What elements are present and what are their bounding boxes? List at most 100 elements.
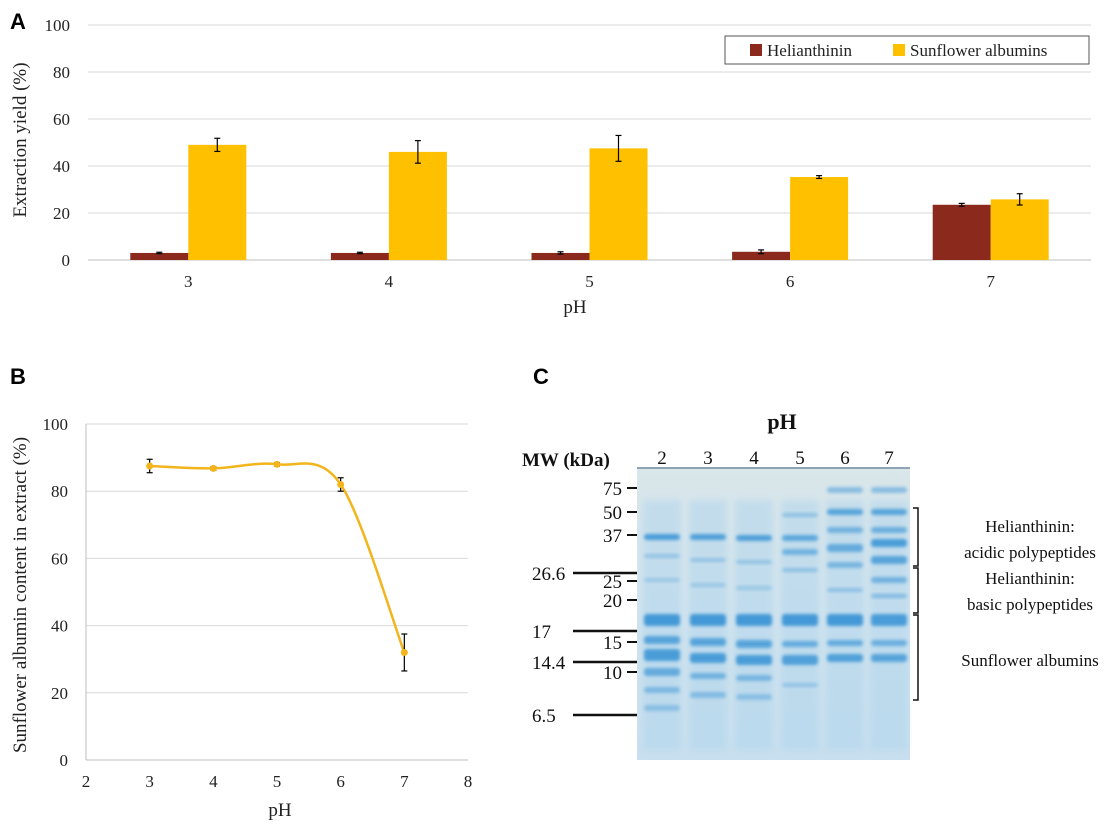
data-point	[400, 648, 408, 656]
gel-band	[690, 673, 726, 679]
series-line	[149, 462, 406, 653]
ladder-marker-right: 20	[603, 591, 622, 612]
data-point	[209, 464, 217, 472]
gel-band	[736, 535, 772, 541]
ladder-marker-right: 50	[603, 503, 622, 524]
annotation-albumins: Sunflower albumins	[961, 651, 1098, 670]
gel-band	[644, 668, 680, 676]
ladder-marker-left: 26.6	[532, 564, 565, 585]
chart-a-bar: 0 20 40 60 80 100 3 4 5 6 7 pH Extraction yield (…	[10, 16, 1091, 318]
gel-band	[644, 554, 680, 558]
bar-albumins	[790, 177, 849, 260]
gel-band	[782, 513, 818, 517]
chart-b-gridlines	[85, 423, 468, 761]
panel-label-a: A	[10, 9, 26, 34]
gel-lane-label: 2	[657, 448, 667, 469]
gel-band	[690, 583, 726, 587]
chart-b-line: 0 20 40 60 80 100 2 3 4 5 6 7 8 pH Sunflower albumi…	[10, 415, 472, 821]
bar-albumins	[188, 144, 247, 260]
x-tick-label-b: 4	[209, 772, 218, 791]
bracket-albumins	[913, 614, 919, 701]
gel-lane-label: 4	[749, 448, 759, 469]
data-point	[146, 462, 154, 470]
bar-helianthinin	[130, 252, 189, 260]
gel-band	[644, 687, 680, 693]
gel-lane-labels: 2 3 4 5 6 7	[657, 448, 894, 469]
x-tick-label-b: 3	[145, 772, 154, 791]
gel-image	[637, 468, 910, 760]
chart-b-xlabel: pH	[268, 800, 292, 821]
chart-a-xlabel: pH	[563, 297, 587, 318]
gel-band	[644, 534, 680, 540]
y-tick-label-a: 20	[53, 204, 70, 223]
gel-band	[644, 614, 680, 626]
gel-band	[871, 509, 907, 515]
gel-lane-label: 5	[795, 448, 805, 469]
bracket-basic	[913, 567, 919, 614]
legend-box	[724, 35, 1090, 65]
gel-band	[690, 692, 726, 698]
bar-albumins	[388, 151, 447, 260]
x-tick-label-b: 5	[273, 772, 282, 791]
ladder-marker-left: 17	[532, 622, 551, 643]
gel-band	[690, 653, 726, 663]
gel-band	[736, 694, 772, 700]
panel-label-c: C	[533, 364, 549, 389]
bar-helianthinin	[732, 251, 791, 260]
gel-band	[782, 655, 818, 665]
gel-band	[736, 655, 772, 665]
chart-a-legend: Helianthinin Sunflower albumins	[724, 35, 1090, 65]
gel-band	[736, 614, 772, 626]
gel-band	[871, 487, 907, 493]
gel-band	[690, 638, 726, 646]
y-tick-label-a: 80	[53, 63, 70, 82]
legend-swatch-helianthinin	[750, 44, 762, 56]
ladder-marker-right: 75	[603, 479, 622, 500]
y-tick-label-a: 40	[53, 157, 70, 176]
gel-band	[871, 654, 907, 662]
gel-band	[827, 614, 863, 626]
gel-band	[782, 641, 818, 647]
bar-helianthinin	[330, 252, 389, 260]
gel-band	[871, 640, 907, 646]
gel-band	[827, 509, 863, 515]
y-tick-label-b: 20	[51, 684, 68, 703]
x-tick-label-b: 7	[400, 772, 409, 791]
bar-albumins	[589, 148, 648, 260]
gel-band	[827, 654, 863, 662]
y-tick-label-a: 60	[53, 110, 70, 129]
x-tick-label-a: 3	[184, 272, 193, 291]
gel-band	[871, 556, 907, 564]
x-tick-label-a: 5	[585, 272, 594, 291]
chart-b-ylabel: Sunflower albumin content in extract (%)	[10, 437, 31, 753]
chart-a-y-ticks: 0 20 40 60 80 100	[45, 16, 71, 270]
y-tick-label-a: 0	[62, 251, 71, 270]
x-tick-label-b: 8	[464, 772, 473, 791]
y-tick-label-b: 80	[51, 482, 68, 501]
chart-a-bars	[130, 144, 1049, 260]
legend-swatch-albumins	[893, 44, 905, 56]
gel-band	[827, 640, 863, 646]
chart-a-error-bars	[156, 134, 1023, 255]
bar-helianthinin	[932, 204, 991, 260]
x-tick-label-a: 7	[986, 272, 995, 291]
x-tick-label-a: 4	[385, 272, 394, 291]
gel-band	[871, 614, 907, 626]
ladder-marker-right: 10	[603, 663, 622, 684]
gel-band	[827, 588, 863, 592]
bar-albumins	[990, 199, 1049, 260]
gel-band	[827, 527, 863, 533]
gel-band	[736, 586, 772, 590]
gel-band	[644, 705, 680, 711]
gel-band	[782, 549, 818, 555]
chart-b-series	[146, 458, 408, 672]
gel-bands	[643, 487, 908, 750]
gel-band	[871, 577, 907, 583]
gel-band	[782, 535, 818, 541]
ladder-marker-left: 14.4	[532, 653, 566, 674]
gel-band	[782, 568, 818, 572]
legend-label-albumins: Sunflower albumins	[910, 41, 1047, 60]
gel-title: pH	[767, 409, 796, 434]
